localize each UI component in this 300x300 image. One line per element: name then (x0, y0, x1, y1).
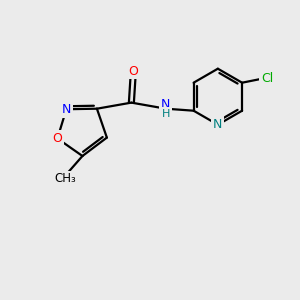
Text: N: N (213, 118, 223, 131)
Text: H: H (162, 109, 170, 119)
Text: O: O (52, 132, 62, 145)
Text: CH₃: CH₃ (55, 172, 76, 185)
Text: Cl: Cl (261, 72, 273, 85)
Text: O: O (128, 64, 138, 78)
Text: N: N (161, 98, 170, 111)
Text: N: N (62, 103, 71, 116)
